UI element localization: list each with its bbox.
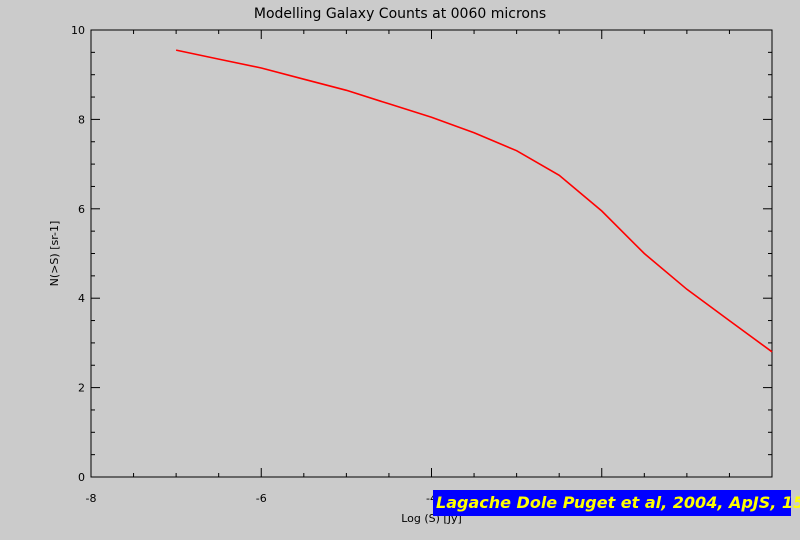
y-axis-label: N(>S) [sr-1] <box>48 221 61 287</box>
tick-marks <box>90 29 773 478</box>
y-tick-label: 6 <box>78 203 85 216</box>
tick-labels: -8-6-4-200246810 <box>71 24 776 505</box>
x-tick-label: -8 <box>86 492 97 505</box>
y-tick-label: 0 <box>78 471 85 484</box>
x-tick-label: -6 <box>256 492 267 505</box>
y-tick-label: 4 <box>78 292 85 305</box>
series-line <box>175 49 773 353</box>
credit-text: Lagache Dole Puget et al, 2004, ApJS, 15… <box>436 493 800 512</box>
credit-banner <box>433 490 791 516</box>
y-tick-label: 8 <box>78 113 85 126</box>
x-tick-label: -4 <box>426 492 437 505</box>
y-tick-label: 2 <box>78 382 85 395</box>
y-tick-label: 10 <box>71 24 85 37</box>
plot-frame <box>90 29 773 478</box>
chart-title: Modelling Galaxy Counts at 0060 microns <box>253 6 547 22</box>
